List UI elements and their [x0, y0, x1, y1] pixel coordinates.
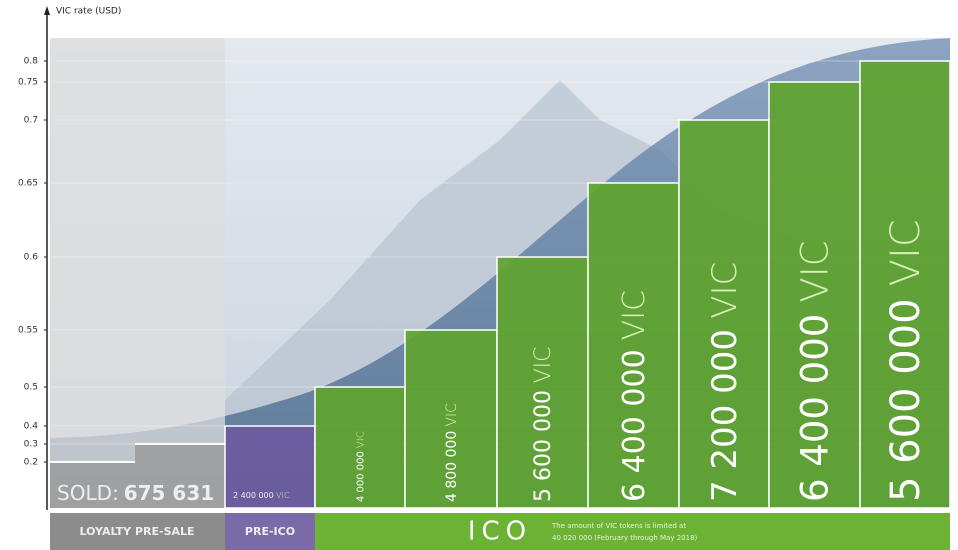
- token-amount: 6 400 000: [617, 349, 652, 502]
- y-tick-label: 0.65: [18, 179, 38, 189]
- phase-label: LOYALTY PRE-SALE: [79, 525, 194, 538]
- token-unit: VIC: [276, 491, 290, 500]
- token-label: 4 000 000 VIC: [356, 431, 367, 502]
- bar: [50, 462, 135, 508]
- token-label: 6 400 000 VIC: [617, 290, 652, 502]
- y-axis-label: VIC rate (USD): [56, 7, 121, 17]
- bar: [135, 444, 225, 508]
- token-label: 4 800 000 VIC: [444, 403, 460, 502]
- token-unit: VIC: [444, 403, 460, 427]
- token-amount: 4 800 000: [444, 431, 460, 502]
- y-tick-label: 0.5: [24, 383, 38, 393]
- sold-amount: 675 631: [124, 481, 214, 505]
- y-tick-label: 0.55: [18, 326, 38, 336]
- phase-band: [225, 513, 315, 550]
- bar: [678, 119, 770, 509]
- sold-label: SOLD: 675 631: [57, 481, 214, 505]
- token-label: 6 400 000 VIC: [793, 241, 836, 502]
- bar: [404, 329, 498, 509]
- phase-label: PRE-ICO: [245, 525, 295, 538]
- token-amount: 4 000 000: [356, 451, 367, 502]
- token-unit: VIC: [705, 262, 745, 319]
- y-tick-label: 0.2: [24, 458, 38, 468]
- token-amount: 5 600 000: [531, 390, 556, 502]
- phase-band: [50, 513, 225, 550]
- token-amount: 2 400 000: [233, 491, 274, 500]
- phase-band: [315, 513, 950, 550]
- token-amount: 6 400 000: [793, 314, 836, 502]
- note: The amount of VIC tokens is limited at: [551, 522, 686, 530]
- phase-label: ICO: [468, 517, 532, 547]
- y-tick-label: 0.75: [18, 78, 38, 88]
- token-unit: VIC: [793, 241, 836, 303]
- token-unit: VIC: [883, 219, 929, 286]
- y-tick-label: 0.3: [24, 440, 38, 450]
- bar: [859, 60, 951, 509]
- presale-region: [50, 38, 225, 508]
- sold-prefix: SOLD:: [57, 481, 119, 505]
- token-amount: 7 200 000: [705, 329, 745, 502]
- bar: [587, 182, 680, 509]
- bar: [768, 81, 861, 509]
- token-unit: VIC: [617, 290, 652, 340]
- token-unit: VIC: [531, 347, 556, 384]
- token-label: 2 400 000 VIC: [233, 491, 290, 500]
- y-tick-label: 0.4: [24, 422, 39, 432]
- token-label: 7 200 000 VIC: [705, 262, 745, 502]
- token-unit: VIC: [356, 431, 367, 448]
- y-tick-label: 0.8: [24, 57, 39, 67]
- y-tick-label: 0.7: [24, 116, 38, 126]
- token-label: 5 600 000 VIC: [531, 347, 556, 502]
- token-amount: 5 600 000: [883, 298, 929, 502]
- token-label: 5 600 000 VIC: [883, 219, 929, 502]
- y-tick-label: 0.6: [24, 253, 39, 263]
- note: 40 020 000 (February through May 2018): [552, 534, 698, 542]
- y-axis-arrow: [44, 6, 50, 15]
